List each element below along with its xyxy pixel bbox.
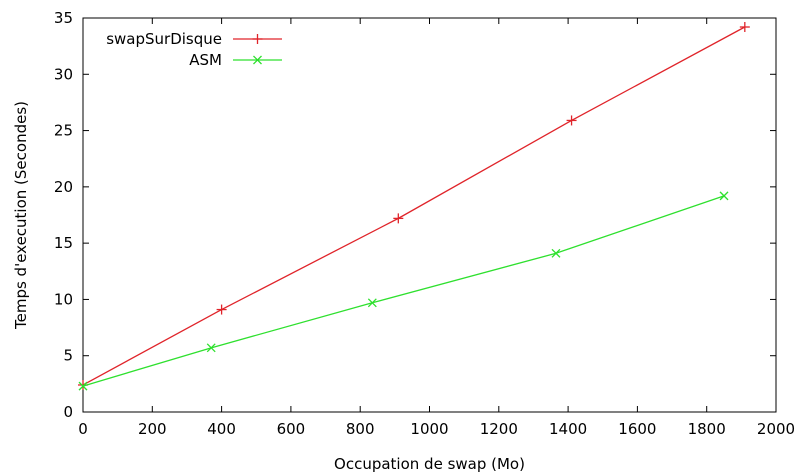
series-line	[82, 26, 746, 386]
cross-marker	[78, 381, 88, 391]
x-tick-label: 1400	[549, 420, 587, 438]
legend-label: ASM	[189, 51, 222, 69]
plus-marker	[566, 115, 577, 126]
x-tick-label: 800	[346, 420, 375, 438]
legend-entry: swapSurDisque	[106, 30, 282, 48]
x-tick-label: 0	[78, 420, 88, 438]
series-2	[78, 191, 729, 391]
series-layer	[78, 22, 750, 391]
cross-marker	[719, 191, 729, 201]
series-1	[78, 22, 750, 390]
y-tick-label: 0	[63, 403, 73, 421]
x-tick-label: 200	[138, 420, 167, 438]
y-tick-label: 10	[54, 290, 73, 308]
x-tick-label: 400	[207, 420, 236, 438]
y-tick-label: 5	[63, 347, 73, 365]
plus-marker	[739, 22, 750, 33]
plus-marker	[216, 304, 227, 315]
legend: swapSurDisque ASM	[106, 30, 282, 69]
x-axis-label: Occupation de swap (Mo)	[334, 455, 525, 473]
x-tick-label: 1600	[618, 420, 656, 438]
y-tick-label: 25	[54, 122, 73, 140]
y-tick-label: 20	[54, 178, 73, 196]
y-tick-label: 15	[54, 234, 73, 252]
x-tick-label: 2000	[757, 420, 795, 438]
y-tick-label: 30	[54, 65, 73, 83]
x-tick-label: 1800	[688, 420, 726, 438]
y-axis-label: Temps d'execution (Secondes)	[12, 101, 30, 330]
x-tick-label: 1000	[410, 420, 448, 438]
cross-marker	[253, 55, 262, 65]
cross-marker	[206, 343, 216, 353]
x-tick-label: 1200	[480, 420, 518, 438]
plus-marker	[252, 34, 263, 44]
plot-frame	[82, 17, 777, 413]
y-tick-label: 35	[54, 9, 73, 27]
legend-entry: ASM	[189, 51, 282, 69]
plus-marker	[393, 213, 404, 224]
series-line	[82, 195, 725, 387]
cross-marker	[367, 298, 377, 308]
legend-label: swapSurDisque	[106, 30, 222, 48]
cross-marker	[551, 248, 561, 258]
x-tick-label: 600	[277, 420, 306, 438]
axis-ticks: 0 200 400 600 800 1000 1200 1400 1600 1800 2000 0 5 1…	[54, 9, 795, 438]
